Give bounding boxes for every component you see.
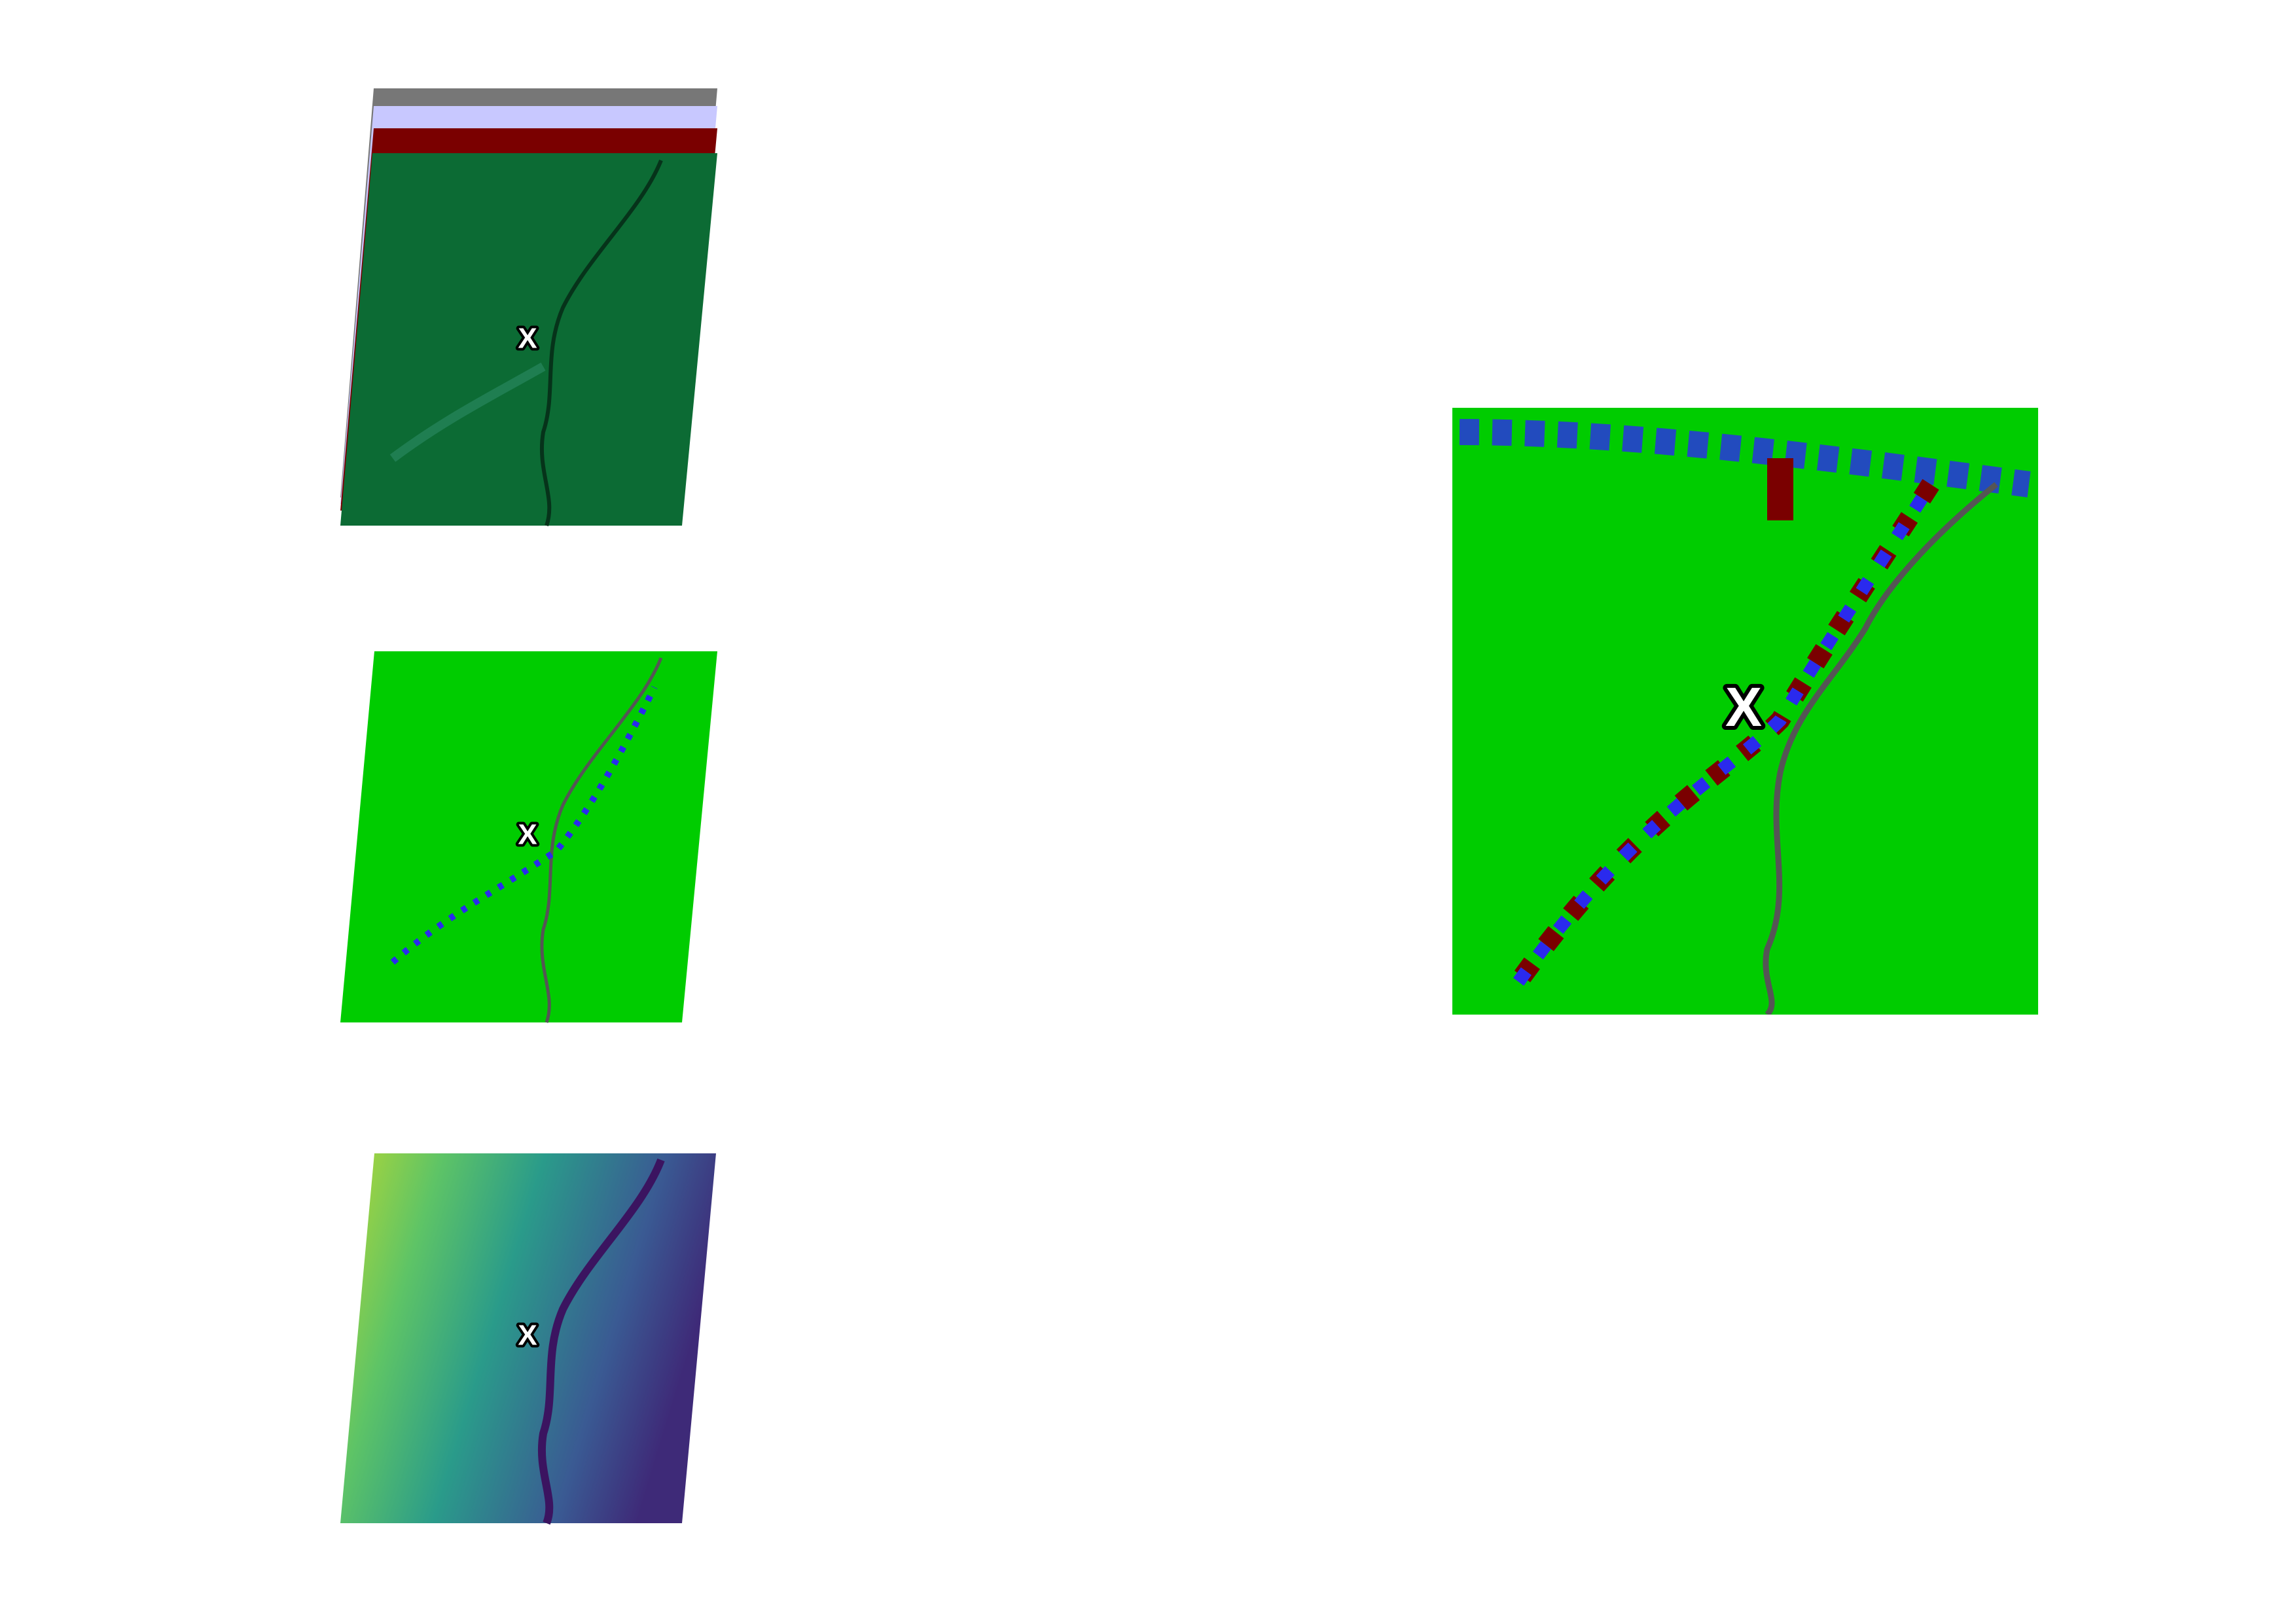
- landcover: [1452, 408, 2038, 1015]
- floodplain: [389, 362, 546, 462]
- band-stack: X: [340, 88, 717, 526]
- river: [539, 159, 663, 526]
- clearing: [1767, 458, 1793, 520]
- river: [540, 657, 663, 1023]
- water-patches: [390, 685, 658, 965]
- classification-small: X: [340, 651, 717, 1023]
- marker: X: [518, 1320, 537, 1352]
- elevation-map: [340, 1153, 716, 1523]
- marker: X: [518, 323, 537, 355]
- water-patches: [1513, 480, 1937, 986]
- landcover: [340, 651, 717, 1022]
- marker: X: [518, 819, 537, 851]
- river: [1763, 482, 1998, 1015]
- marker: X: [1725, 676, 1762, 738]
- classification-large: X: [1452, 408, 2038, 1015]
- river: [537, 1158, 665, 1525]
- elevation: X: [340, 1153, 716, 1525]
- settlement: [1459, 419, 2031, 497]
